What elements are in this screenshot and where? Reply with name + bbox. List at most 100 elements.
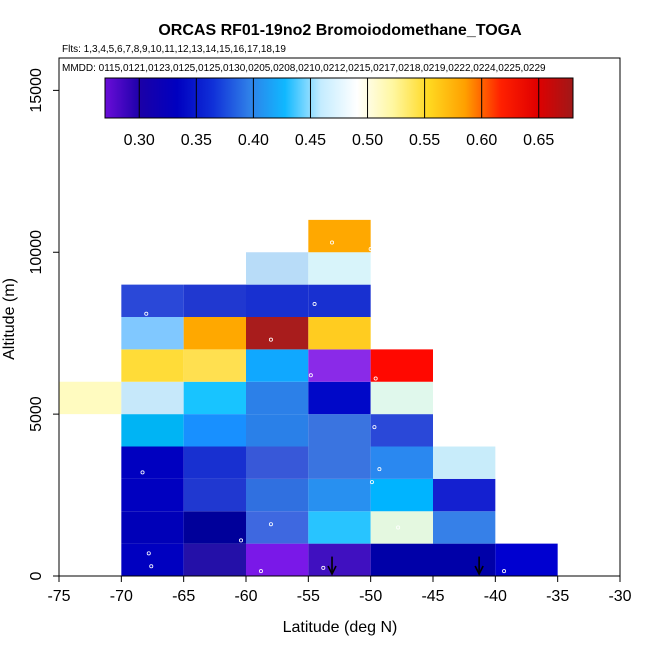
heatmap-cell	[183, 381, 246, 415]
heatmap-cell	[308, 414, 371, 447]
heatmap-cell	[121, 381, 184, 415]
heatmap-cell	[433, 478, 496, 512]
heatmap-cell	[59, 381, 122, 415]
heatmap-cell	[183, 284, 246, 317]
heatmap-cell	[433, 446, 496, 479]
heatmap-cell	[246, 381, 309, 415]
heatmap-cell	[370, 478, 433, 512]
heatmap-cell	[246, 511, 309, 544]
sample-points	[140, 240, 507, 574]
heatmap-cell	[121, 543, 184, 576]
heatmap-cell	[121, 511, 184, 544]
colorbar-tick-label: 0.60	[466, 132, 497, 149]
heatmap-cell	[246, 446, 309, 479]
y-axis-label: Altitude (m)	[1, 278, 18, 360]
colorbar-tick-label: 0.30	[124, 132, 155, 149]
x-tick-label: -45	[421, 588, 444, 605]
colorbar-ticks: 0.30 0.35 0.40 0.45 0.50 0.55 0.60 0.65	[124, 78, 554, 149]
heatmap-cell	[183, 349, 246, 382]
sample-point	[372, 425, 377, 430]
colorbar-tick-label: 0.50	[352, 132, 383, 149]
sample-point	[258, 569, 263, 574]
heatmap-cell	[246, 252, 309, 285]
latitude-arrow-head	[327, 565, 337, 576]
heatmap-cell	[246, 317, 309, 350]
heatmap-cell	[183, 446, 246, 479]
x-tick-label: -40	[484, 588, 507, 605]
sample-point	[239, 538, 244, 543]
heatmap-cell	[246, 478, 309, 512]
heatmap-cell	[495, 543, 558, 576]
flights-label: Flts: 1,3,4,5,6,7,8,9,10,11,12,13,14,15,…	[62, 44, 286, 55]
sample-point	[396, 525, 401, 530]
colorbar-tick-label: 0.65	[523, 132, 554, 149]
heatmap-cell	[183, 414, 246, 447]
heatmap-cell	[370, 543, 433, 576]
latitude-arrows	[327, 556, 484, 576]
heatmap-cell	[121, 446, 184, 479]
plot-frame	[58, 57, 621, 577]
heatmap-cell	[246, 414, 309, 447]
heatmap-cells	[59, 219, 558, 576]
heatmap-cell	[370, 446, 433, 479]
sample-point	[149, 564, 154, 569]
heatmap-cell	[183, 511, 246, 544]
sample-point	[268, 337, 273, 342]
sample-point	[330, 240, 335, 245]
heatmap-cell	[433, 543, 496, 576]
colorbar-tick-label: 0.45	[295, 132, 326, 149]
x-tick-label: -70	[110, 588, 133, 605]
heatmap-cell	[308, 511, 371, 544]
sample-point	[377, 467, 382, 472]
x-tick-label: -65	[172, 588, 195, 605]
heatmap-cell	[183, 478, 246, 512]
x-tick-label: -60	[234, 588, 257, 605]
heatmap-cell	[308, 252, 371, 285]
x-tick-label: -35	[546, 588, 569, 605]
sample-point	[368, 247, 373, 252]
heatmap-cell	[433, 511, 496, 544]
y-tick-label: 0	[28, 571, 45, 580]
heatmap-cell	[370, 511, 433, 544]
sample-point	[321, 565, 326, 570]
sample-point	[369, 480, 374, 485]
x-axis-label: Latitude (deg N)	[283, 619, 398, 636]
heatmap-cell	[183, 317, 246, 350]
chart-title: ORCAS RF01-19no2 Bromoiodomethane_TOGA	[158, 22, 522, 39]
heatmap-cell	[121, 349, 184, 382]
y-tick-label: 15000	[28, 68, 45, 113]
colorbar-gradient	[104, 77, 574, 119]
heatmap-cell	[183, 543, 246, 576]
heatmap-cell	[308, 543, 371, 576]
heatmap-cell	[308, 219, 371, 253]
sample-point	[373, 376, 378, 381]
mmdd-label: MMDD: 0115,0121,0123,0125,0125,0130,0205…	[62, 63, 546, 74]
y-tick-label: 10000	[28, 230, 45, 275]
colorbar-tick-label: 0.55	[409, 132, 440, 149]
heatmap-cell	[308, 478, 371, 512]
heatmap-cell	[121, 478, 184, 512]
heatmap-cell	[246, 349, 309, 382]
x-tick-label: -50	[359, 588, 382, 605]
x-axis: -75 -70 -65 -60 -55 -50 -45 -40 -35 -30	[47, 576, 632, 605]
colorbar: 0.30 0.35 0.40 0.45 0.50 0.55 0.60 0.65	[104, 77, 574, 149]
heatmap-cell	[370, 349, 433, 382]
y-axis: 0 5000 10000 15000	[28, 68, 59, 580]
x-tick-label: -75	[47, 588, 70, 605]
sample-point	[140, 470, 145, 475]
heatmap-cell	[121, 414, 184, 447]
x-tick-label: -55	[297, 588, 320, 605]
latitude-arrow-head	[474, 565, 484, 576]
sample-point	[312, 302, 317, 307]
heatmap-cell	[308, 381, 371, 415]
heatmap-cell	[308, 284, 371, 317]
sample-point	[308, 373, 313, 378]
heatmap-cell	[308, 349, 371, 382]
x-tick-label: -30	[608, 588, 631, 605]
heatmap-cell	[121, 284, 184, 317]
colorbar-tick-label: 0.40	[238, 132, 269, 149]
sample-point	[146, 551, 151, 556]
y-tick-label: 5000	[28, 396, 45, 432]
heatmap-cell	[308, 446, 371, 479]
